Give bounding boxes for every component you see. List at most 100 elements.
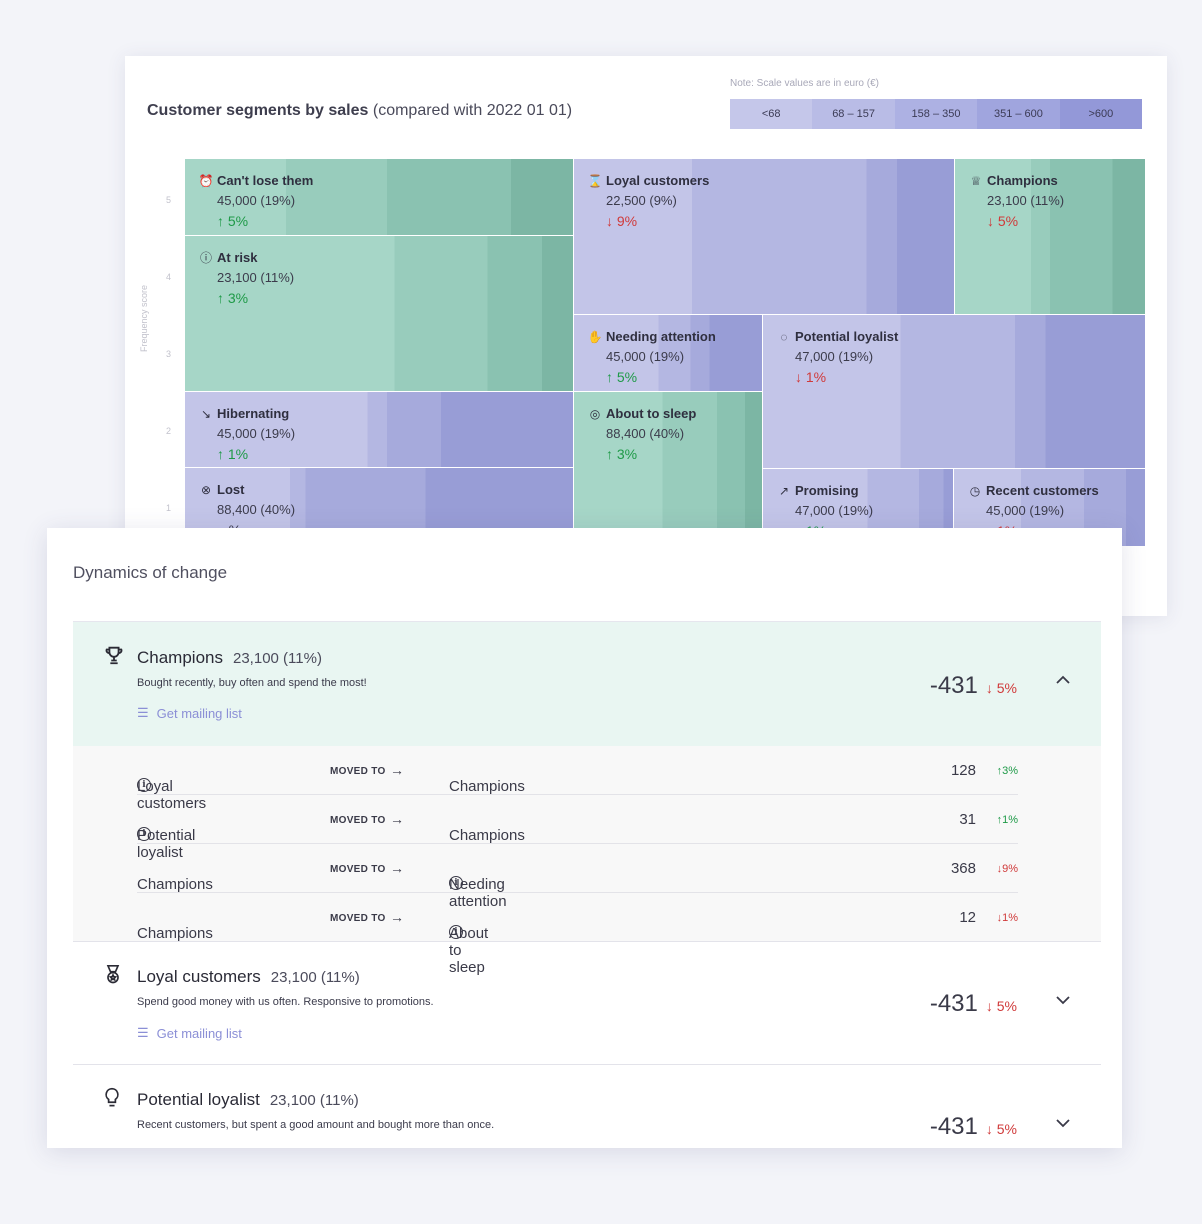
move-count: 12 [959, 909, 976, 926]
tile-spend-stripes [185, 392, 573, 467]
segment-count: 23,100 (11%) [270, 969, 360, 986]
tile-value: 22,500 (9%) [606, 193, 677, 208]
scale-bucket: 351 – 600 [977, 99, 1060, 129]
divider [73, 621, 1101, 622]
moved-to-label: MOVED TO [330, 913, 386, 924]
tile-change: ↑ 3% [217, 290, 249, 306]
moved-to-label: MOVED TO [330, 864, 386, 875]
segment-delta-pct: ↓ 5% [985, 1121, 1017, 1137]
scale-bucket: <68 [730, 99, 813, 129]
trend-down-icon: ↘ [200, 407, 212, 421]
arrow-right-icon: → [390, 909, 404, 925]
info-icon[interactable]: i [137, 778, 151, 792]
segment-loyal-customers[interactable]: Loyal customers 23,100 (11%) Spend good m… [73, 942, 1101, 1064]
tile-spend-stripes [574, 159, 954, 314]
treemap-tile-can-t-lose-them[interactable]: ⏰ Can't lose them 45,000 (19%) ↑ 5% [185, 159, 574, 236]
tile-value: 23,100 (11%) [217, 270, 295, 285]
segment-description: Recent customers, but spent a good amoun… [137, 1119, 495, 1131]
chevron-up-icon[interactable] [1055, 672, 1071, 690]
target-icon: ◎ [589, 407, 601, 421]
tile-name: ⊗ Lost [200, 482, 245, 497]
arrow-right-icon: → [390, 860, 404, 876]
move-row: Potential loyalist i MOVED TO → Champions 31 ↑… [137, 795, 1018, 861]
tile-change: ↑ 5% [606, 369, 638, 385]
info-icon[interactable]: i [449, 925, 463, 939]
y-tick-label: 3 [166, 349, 172, 359]
treemap-tile-about-to-sleep[interactable]: ◎ About to sleep 88,400 (40%) ↑ 3% [574, 392, 763, 547]
chevron-down-icon[interactable] [1055, 1115, 1071, 1133]
info-icon[interactable]: i [137, 827, 151, 841]
divider [73, 941, 1101, 942]
segment-champions[interactable]: Champions 23,100 (11%) Bought recently, b… [73, 622, 1101, 746]
move-pct: ↓9% [996, 863, 1018, 875]
tile-value: 23,100 (11%) [987, 193, 1065, 208]
y-axis-label: Frequency score [139, 284, 149, 352]
tile-spend-stripes [574, 315, 762, 391]
tile-name: ⌛ Loyal customers [587, 173, 710, 188]
treemap-tile-hibernating[interactable]: ↘ Hibernating 45,000 (19%) ↑ 1% [185, 392, 574, 468]
scale-note: Note: Scale values are in euro (€) [730, 78, 879, 89]
tile-name: ◌ Potential loyalist [777, 327, 898, 347]
chart-title: Customer segments by sales (compared wit… [147, 102, 573, 119]
x-circle-icon: ⊗ [200, 483, 212, 497]
trophy-icon [103, 644, 125, 672]
tile-change: ↓ 5% [987, 213, 1019, 229]
arrow-right-icon: → [390, 762, 404, 778]
tile-change: ↑ 5% [217, 213, 249, 229]
tile-change: ↑ 3% [606, 446, 638, 462]
info-icon[interactable]: i [449, 876, 463, 890]
list-icon: ☰ [137, 1025, 149, 1040]
tile-value: 88,400 (40%) [606, 426, 685, 441]
tile-name: ♕ Champions [970, 173, 1058, 188]
treemap-tile-champions[interactable]: ♕ Champions 23,100 (11%) ↓ 5% [955, 159, 1146, 315]
segment-moves: Loyal customers i MOVED TO → Champions 128 ↑3%… [73, 746, 1101, 976]
segment-potential-loyalist[interactable]: Potential loyalist 23,100 (11%) Recent cu… [73, 1065, 1101, 1148]
arrow-right-icon: → [390, 811, 404, 827]
treemap-tile-potential-loyalist[interactable]: ◌ Potential loyalist 47,000 (19%) ↓ 1% [763, 315, 1146, 469]
divider [73, 1064, 1101, 1065]
move-row: Loyal customers i MOVED TO → Champions 128 ↑3% [137, 746, 1018, 812]
segments-treemap: ⏰ Can't lose them 45,000 (19%) ↑ 5% ⓘ At risk… [185, 159, 1146, 547]
move-pct: ↑1% [996, 814, 1018, 826]
chevron-down-icon[interactable] [1055, 992, 1071, 1010]
tile-change: ↓ 9% [606, 213, 638, 229]
tile-value: 47,000 (19%) [795, 503, 874, 518]
segment-count: 23,100 (11%) [269, 1092, 359, 1109]
move-pct: ↑3% [996, 765, 1018, 777]
tile-value: 47,000 (19%) [795, 349, 874, 364]
info-circle-icon: ⓘ [199, 251, 212, 265]
y-tick-label: 1 [166, 503, 172, 513]
segment-delta: -431 ↓ 5% [929, 990, 1017, 1017]
tile-name: ◎ About to sleep [589, 406, 697, 421]
segment-delta: -431 ↓ 5% [929, 672, 1017, 699]
tile-value: 45,000 (19%) [217, 193, 296, 208]
trend-up-icon: ↗ [778, 484, 790, 498]
hand-icon: ✋ [587, 330, 603, 344]
move-pct: ↓1% [996, 912, 1018, 924]
segment-name: Champions 23,100 (11%) [137, 648, 322, 667]
tile-name: ◷ Recent customers [969, 483, 1099, 498]
lightbulb-icon: ◌ [780, 330, 788, 344]
treemap-tile-needing-attention[interactable]: ✋ Needing attention 45,000 (19%) ↑ 5% [574, 315, 763, 392]
move-count: 31 [959, 811, 976, 828]
segment-delta-pct: ↓ 5% [985, 680, 1017, 696]
segment-count: 23,100 (11%) [233, 650, 322, 667]
tile-value: 88,400 (40%) [217, 502, 296, 517]
scale-bucket: >600 [1059, 99, 1143, 129]
segment-delta: -431 ↓ 5% [929, 1113, 1017, 1140]
lightbulb-icon [103, 1087, 121, 1115]
tile-name: ↗ Promising [778, 483, 859, 498]
tile-value: 45,000 (19%) [986, 503, 1065, 518]
treemap-tile-loyal-customers[interactable]: ⌛ Loyal customers 22,500 (9%) ↓ 9% [574, 159, 955, 315]
clock-icon: ◷ [969, 484, 981, 498]
medal-icon [103, 964, 123, 992]
y-tick-label: 4 [166, 272, 172, 282]
scale-legend: <68 68 – 157 158 – 350 351 – 600 >600 [730, 99, 1143, 129]
moved-to-label: MOVED TO [330, 766, 386, 777]
dynamics-title: Dynamics of change [73, 563, 228, 582]
get-mailing-list-link[interactable]: ☰ Get mailing list [137, 705, 242, 721]
treemap-tile-at-risk[interactable]: ⓘ At risk 23,100 (11%) ↑ 3% [185, 236, 574, 392]
scale-bucket: 68 – 157 [812, 99, 895, 129]
tile-name: ⏰ Can't lose them [198, 173, 314, 188]
get-mailing-list-link[interactable]: ☰ Get mailing list [137, 1025, 242, 1041]
